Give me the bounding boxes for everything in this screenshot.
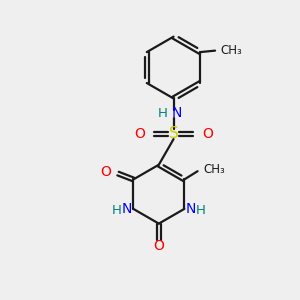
Text: H: H bbox=[196, 204, 206, 217]
Text: N: N bbox=[122, 202, 132, 216]
Text: CH₃: CH₃ bbox=[220, 44, 242, 57]
Text: H: H bbox=[112, 204, 122, 217]
Text: H: H bbox=[158, 107, 167, 120]
Text: O: O bbox=[101, 165, 112, 179]
Text: N: N bbox=[186, 202, 196, 216]
Text: O: O bbox=[202, 127, 213, 141]
Text: O: O bbox=[153, 239, 164, 253]
Text: O: O bbox=[134, 127, 145, 141]
Text: N: N bbox=[171, 106, 182, 120]
Text: CH₃: CH₃ bbox=[203, 163, 225, 176]
Text: S: S bbox=[169, 126, 178, 141]
